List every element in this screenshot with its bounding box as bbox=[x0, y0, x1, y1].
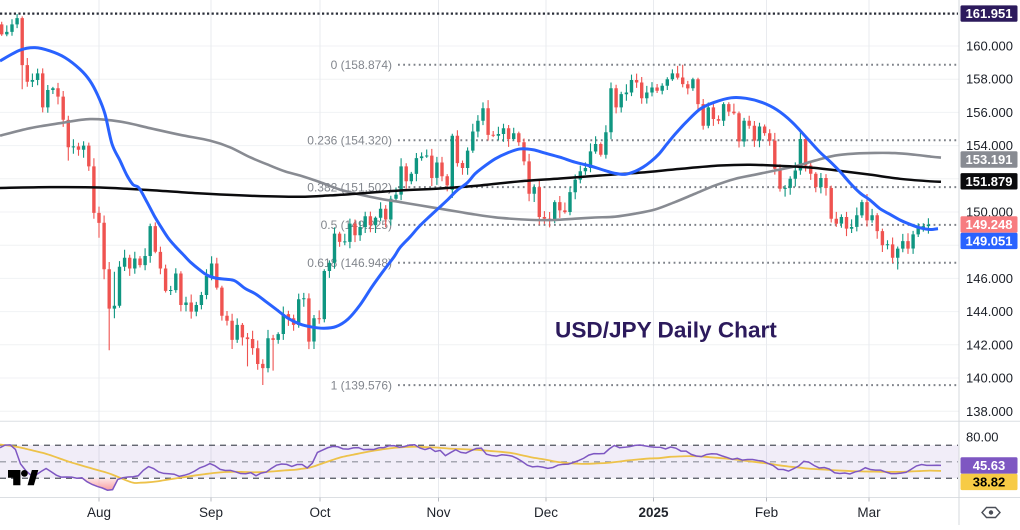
svg-text:149.051: 149.051 bbox=[966, 234, 1013, 249]
svg-text:146.000: 146.000 bbox=[966, 271, 1013, 286]
svg-text:1 (139.576): 1 (139.576) bbox=[331, 378, 392, 392]
svg-text:38.82: 38.82 bbox=[973, 475, 1006, 490]
svg-text:156.000: 156.000 bbox=[966, 105, 1013, 120]
svg-text:150.000: 150.000 bbox=[966, 205, 1013, 220]
svg-text:Oct: Oct bbox=[309, 505, 330, 520]
svg-text:0.236 (154.320): 0.236 (154.320) bbox=[307, 134, 392, 148]
svg-text:80.00: 80.00 bbox=[966, 430, 999, 445]
svg-text:138.000: 138.000 bbox=[966, 404, 1013, 419]
svg-text:Mar: Mar bbox=[857, 505, 881, 520]
svg-text:Sep: Sep bbox=[199, 505, 223, 520]
svg-text:USD/JPY Daily Chart: USD/JPY Daily Chart bbox=[555, 318, 777, 343]
svg-text:Feb: Feb bbox=[755, 505, 778, 520]
svg-text:160.000: 160.000 bbox=[966, 39, 1013, 54]
svg-text:158.000: 158.000 bbox=[966, 72, 1013, 87]
svg-text:140.000: 140.000 bbox=[966, 371, 1013, 386]
svg-text:0.382 (151.502): 0.382 (151.502) bbox=[307, 180, 392, 194]
svg-text:151.879: 151.879 bbox=[966, 174, 1013, 189]
svg-text:149.248: 149.248 bbox=[966, 217, 1013, 232]
svg-text:0 (158.874): 0 (158.874) bbox=[331, 58, 392, 72]
svg-text:Aug: Aug bbox=[87, 505, 111, 520]
svg-text:144.000: 144.000 bbox=[966, 304, 1013, 319]
svg-text:2025: 2025 bbox=[638, 505, 669, 520]
svg-text:153.191: 153.191 bbox=[966, 152, 1013, 167]
svg-text:154.000: 154.000 bbox=[966, 138, 1013, 153]
svg-text:Dec: Dec bbox=[534, 505, 558, 520]
svg-text:0.618 (146.948): 0.618 (146.948) bbox=[307, 256, 392, 270]
svg-text:161.951: 161.951 bbox=[966, 6, 1013, 21]
svg-text:45.63: 45.63 bbox=[973, 458, 1006, 473]
svg-text:Nov: Nov bbox=[426, 505, 450, 520]
svg-text:142.000: 142.000 bbox=[966, 337, 1013, 352]
